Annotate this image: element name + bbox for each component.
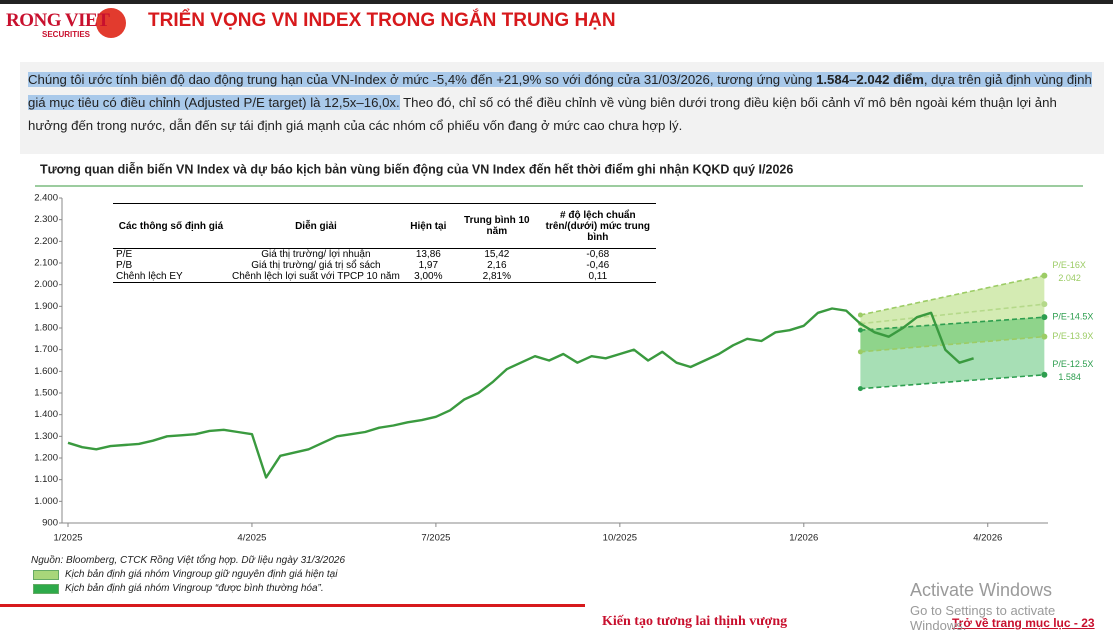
table-row: Chênh lệch EY Chênh lệch lợi suất với TPC…	[113, 271, 656, 283]
table-cell: 2,16	[487, 260, 507, 271]
scenario-point	[1041, 272, 1048, 279]
index-line	[67, 307, 974, 479]
table-cell: -0,68	[586, 249, 610, 260]
logo-sub: SECURITIES	[42, 30, 91, 39]
table-cell: P/B	[116, 260, 133, 271]
x-tick-label: 7/2025	[421, 533, 450, 544]
table-cell: -0,46	[586, 260, 610, 271]
x-tick-label: 10/2025	[603, 533, 637, 544]
scenario-point	[857, 312, 863, 318]
x-tick-label: 4/2025	[237, 533, 266, 544]
table-cell: 1,97	[418, 260, 439, 271]
header-cell: Các thông số định giá	[113, 203, 229, 249]
footer-line	[0, 604, 585, 607]
legend-swatch	[33, 569, 59, 580]
y-tick-label: 1.700	[34, 344, 58, 355]
valuation-table: Các thông số định giá Diễn giải Hiện tại…	[113, 203, 656, 283]
scenario-label: P/E-13.9X	[1052, 331, 1093, 341]
table-cell: Chênh lệch lợi suất với TPCP 10 năm	[232, 271, 400, 282]
x-tick-label: 1/2025	[53, 533, 82, 544]
summary-text: Chúng tôi ước tính biên độ dao động trun…	[28, 72, 817, 87]
scenario-line	[860, 274, 1045, 316]
y-tick-label: 2.400	[34, 193, 58, 204]
y-tick-label: 1.500	[34, 388, 58, 399]
scenario-point	[1041, 333, 1048, 340]
y-tick-label: 2.100	[34, 258, 58, 269]
scenario-line	[860, 303, 1045, 325]
y-tick-label: 900	[42, 518, 58, 529]
header-cell: Trung bình 10 năm	[453, 203, 540, 249]
table-cell: 13,86	[415, 249, 441, 260]
scenario-band	[860, 317, 1045, 389]
x-tick-label: 1/2026	[789, 533, 818, 544]
table-cell: 3,00%	[414, 271, 443, 282]
y-tick-label: 1.200	[34, 453, 58, 464]
scenario-point	[1041, 314, 1048, 321]
header-cell: Hiện tại	[402, 203, 454, 249]
y-tick-label: 1.100	[34, 474, 58, 485]
table-cell: Chênh lệch EY	[116, 271, 183, 282]
legend-label: Kịch bản định giá nhóm Vingroup “được bì…	[65, 583, 324, 594]
header-cell: Diễn giải	[229, 203, 403, 249]
scenario-point	[857, 386, 863, 392]
legend-item: Kịch bản định giá nhóm Vingroup “được bì…	[33, 583, 324, 594]
table-cell: Giá thị trường/ giá trị sổ sách	[251, 260, 381, 271]
header-cell: # độ lệch chuẩn trên/(dưới) mức trung bì…	[539, 203, 656, 249]
scenario-label: P/E-14.5X	[1052, 312, 1093, 322]
logo: RONG VIET	[6, 10, 110, 31]
table-cell: P/E	[116, 249, 133, 260]
scenario-line	[860, 316, 1045, 331]
y-tick-label: 1.000	[34, 496, 58, 507]
y-tick-label: 2.200	[34, 236, 58, 247]
scenario-point	[857, 349, 863, 355]
chart-title: Tương quan diễn biến VN Index và dự báo …	[40, 161, 793, 176]
x-tick-label: 4/2026	[973, 533, 1002, 544]
table-cell: 0,11	[588, 271, 608, 282]
watermark: Activate Windows	[910, 580, 1053, 600]
table-row: P/B Giá thị trường/ giá trị sổ sách 1,97 2,…	[113, 260, 656, 271]
source: Nguồn: Bloomberg, CTCK Rồng Việt tổng hợ…	[31, 555, 346, 566]
slogan: Kiến tạo tương lai thịnh vượng	[602, 614, 788, 629]
table-cell: Giá thị trường/ lợi nhuận	[261, 249, 371, 260]
legend-label: Kịch bản định giá nhóm Vingroup giữ nguy…	[65, 569, 338, 580]
scenario-line	[860, 374, 1045, 390]
table-row: P/E Giá thị trường/ lợi nhuận 13,86 15,42 -0…	[113, 249, 656, 260]
top-bar	[0, 0, 1113, 4]
y-tick-label: 1.800	[34, 323, 58, 334]
scenario-line	[860, 335, 1045, 353]
page-title: TRIỂN VỌNG VN INDEX TRONG NGẮN TRUNG HẠN	[148, 10, 616, 31]
summary: Chúng tôi ước tính biên độ dao động trun…	[20, 62, 1104, 154]
scenario-label: P/E-16X	[1052, 260, 1086, 270]
toc-link[interactable]: Trở về trang mục lục - 23	[952, 616, 1095, 630]
summary-text: 1.584–2.042 điểm	[816, 72, 924, 87]
watermark: Go to Settings to activate Windows.	[910, 603, 1056, 633]
scenario-point	[1041, 371, 1048, 378]
y-tick-label: 1.900	[34, 301, 58, 312]
scenario-value-label: 1.584	[1058, 372, 1081, 382]
y-tick-label: 1.300	[34, 431, 58, 442]
scenario-point	[1041, 301, 1048, 308]
y-tick-label: 1.400	[34, 409, 58, 420]
y-tick-label: 2.000	[34, 279, 58, 290]
table-cell: 15,42	[484, 249, 510, 260]
summary-text: Theo đó, chỉ số có thể điều chỉnh về vùn…	[28, 95, 1057, 133]
y-tick-label: 1.600	[34, 366, 58, 377]
legend-item: Kịch bản định giá nhóm Vingroup giữ nguy…	[33, 569, 337, 580]
scenario-point	[857, 327, 863, 333]
y-tick-label: 2.300	[34, 214, 58, 225]
logo-mark	[96, 8, 126, 38]
table-header: Các thông số định giá Diễn giải Hiện tại…	[113, 203, 656, 249]
table-cell: 2,81%	[482, 271, 511, 282]
legend-swatch	[33, 583, 59, 594]
scenario-label: P/E-12.5X	[1052, 359, 1093, 369]
scenario-value-label: 2.042	[1058, 273, 1081, 283]
